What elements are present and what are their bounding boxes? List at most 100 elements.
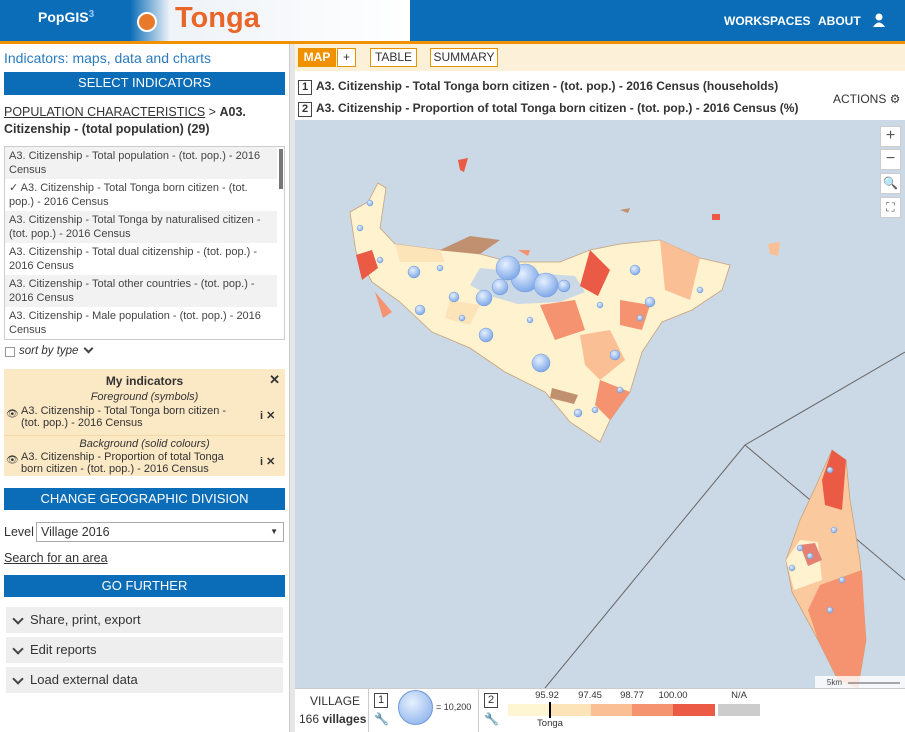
break-label: 100.00 xyxy=(658,690,688,701)
break-label: 97.45 xyxy=(578,690,602,701)
symbol xyxy=(806,552,814,560)
splitter[interactable] xyxy=(289,44,295,732)
scrollbar[interactable] xyxy=(279,149,283,189)
indicator-item[interactable]: A3. Citizenship - Total Tonga by natural… xyxy=(5,211,277,243)
na-label: N/A xyxy=(731,690,747,701)
zoom-out[interactable]: − xyxy=(880,149,901,170)
symbol xyxy=(458,314,466,322)
logo-text: PopGIS xyxy=(38,9,89,25)
eye-icon[interactable]: 👁 xyxy=(6,409,19,420)
symbol xyxy=(826,606,834,614)
indicator-item[interactable]: A3. Citizenship - Total population - (to… xyxy=(5,147,277,179)
break-label: 98.77 xyxy=(620,690,644,701)
accordion[interactable]: Edit reports xyxy=(6,637,283,663)
nav-link[interactable]: WORKSPACES xyxy=(724,14,811,28)
symbol xyxy=(356,224,364,232)
level-select[interactable]: Village 2016 ▼ xyxy=(36,522,284,542)
wrench-icon[interactable]: 🔧 xyxy=(484,712,499,726)
color-class xyxy=(673,704,715,716)
marker-label: Tonga xyxy=(537,718,563,729)
indicator-item[interactable]: A3. Citizenship - Total dual citizenship… xyxy=(9,246,258,272)
layer-title-text: A3. Citizenship - Total Tonga born citiz… xyxy=(316,79,779,93)
symbol xyxy=(609,349,621,361)
map-tab[interactable]: MAP xyxy=(298,48,336,67)
select-button[interactable]: SELECT INDICATORS xyxy=(4,72,285,95)
wrench-icon[interactable]: 🔧 xyxy=(374,712,389,726)
level-label: Level xyxy=(4,525,34,539)
layer-number: 1 xyxy=(298,80,312,95)
region xyxy=(660,240,700,300)
region xyxy=(580,330,625,380)
info-icon[interactable]: i ✕ xyxy=(260,456,276,468)
sort-chevron[interactable] xyxy=(83,343,94,354)
accordion[interactable]: Share, print, export xyxy=(6,607,283,633)
user-icon[interactable] xyxy=(872,13,886,27)
sidebar-heading: Indicators: maps, data and charts xyxy=(4,50,211,66)
symbol xyxy=(533,272,559,298)
region xyxy=(356,250,378,280)
divider xyxy=(478,688,479,732)
logo-version: 3 xyxy=(88,9,95,20)
breadcrumb: POPULATION CHARACTERISTICS > A03. Citize… xyxy=(4,104,286,138)
legend-layer-number: 1 xyxy=(374,693,388,708)
symbol xyxy=(557,279,571,293)
legend-layer-number: 2 xyxy=(484,693,498,708)
background-label: Background (solid colours) xyxy=(79,438,210,450)
add-tab[interactable]: + xyxy=(337,48,356,67)
symbol xyxy=(448,291,460,303)
symbol xyxy=(838,576,846,584)
sort-checkbox[interactable] xyxy=(5,347,15,357)
symbol xyxy=(573,408,583,418)
islet xyxy=(620,208,630,213)
indicator-list: A3. Citizenship - Total population - (to… xyxy=(4,146,285,340)
search-link[interactable]: Search for an area xyxy=(4,551,108,565)
breadcrumb-separator: > xyxy=(208,105,216,119)
accordion[interactable]: Load external data xyxy=(6,667,283,693)
sort-label: sort by type xyxy=(19,345,79,357)
indicator-item[interactable]: A3. Citizenship - Male population - (tot… xyxy=(9,310,261,336)
symbol xyxy=(636,314,644,322)
foreground-label: Foreground (symbols) xyxy=(90,391,199,403)
region xyxy=(375,292,392,318)
region xyxy=(580,250,610,296)
islet xyxy=(518,250,530,256)
go-further-button[interactable]: GO FURTHER xyxy=(4,575,285,597)
color-class xyxy=(632,704,673,716)
symbol xyxy=(491,278,509,296)
color-class xyxy=(549,704,591,716)
indicator-item[interactable]: ✓ A3. Citizenship - Total Tonga born cit… xyxy=(9,182,248,208)
eye-icon[interactable]: 👁 xyxy=(6,455,19,466)
indicator-item[interactable]: A3. Citizenship - Total other countries … xyxy=(5,275,277,307)
region xyxy=(445,300,480,325)
logo[interactable]: PopGIS3 xyxy=(38,9,94,25)
summary-tab[interactable]: SUMMARY xyxy=(430,48,498,67)
symbol xyxy=(376,256,384,264)
layer-title: 2 A3. Citizenship - Proportion of total T… xyxy=(298,101,798,117)
symbol xyxy=(830,526,838,534)
info-icon[interactable]: i ✕ xyxy=(260,410,276,422)
search-map[interactable]: 🔍 xyxy=(880,173,901,194)
color-class xyxy=(508,704,549,716)
level-value: Village 2016 xyxy=(41,525,110,539)
actions-label: ACTIONS xyxy=(833,92,887,106)
fullscreen[interactable]: ⛶ xyxy=(880,197,901,218)
symbol xyxy=(591,406,599,414)
divider xyxy=(368,688,369,732)
break-label: 95.92 xyxy=(535,690,559,701)
change-division-button[interactable]: CHANGE GEOGRAPHIC DIVISION xyxy=(4,488,285,510)
symbol xyxy=(596,301,604,309)
symbol xyxy=(407,265,421,279)
zoom-in[interactable]: + xyxy=(880,126,901,147)
breadcrumb-link[interactable]: POPULATION CHARACTERISTICS xyxy=(4,105,206,119)
village-count: 166 villages xyxy=(299,712,366,726)
symbol xyxy=(826,466,834,474)
close-icon[interactable]: ✕ xyxy=(269,372,280,387)
actions-button[interactable]: ACTIONS ⚙ xyxy=(833,92,901,106)
islet xyxy=(458,158,468,172)
symbol xyxy=(414,304,426,316)
nav-link[interactable]: ABOUT xyxy=(818,14,861,28)
table-tab[interactable]: TABLE xyxy=(370,48,417,67)
scale-label: 5km xyxy=(827,678,842,687)
islet xyxy=(768,242,780,256)
map[interactable]: 5km xyxy=(295,120,905,688)
